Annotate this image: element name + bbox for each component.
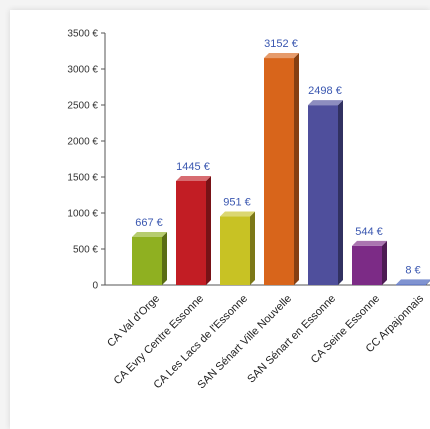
- bar-top: [132, 231, 167, 237]
- y-tick-label: 0: [92, 281, 98, 292]
- bar-front: [396, 284, 426, 286]
- bar-side: [426, 280, 430, 285]
- data-label: 667 €: [135, 217, 163, 229]
- bar-side: [338, 100, 343, 285]
- data-label: 8 €: [405, 264, 420, 276]
- y-tick-label: 1500 €: [67, 173, 98, 184]
- data-label: 3152 €: [264, 38, 298, 50]
- category-label: CA Evry Centre Essonne: [112, 293, 207, 388]
- bar-front: [264, 58, 294, 285]
- y-tick-label: 1000 €: [67, 209, 98, 220]
- data-label: 2498 €: [308, 85, 342, 97]
- bar-top: [352, 240, 387, 246]
- bar-side: [206, 175, 211, 285]
- bar: [176, 175, 211, 285]
- bar: [352, 240, 387, 285]
- bar: [220, 211, 255, 285]
- bar: [308, 100, 343, 285]
- data-label: 951 €: [223, 197, 251, 209]
- bar-side: [382, 240, 387, 285]
- bar-top: [308, 100, 343, 106]
- data-label: 1445 €: [176, 161, 210, 173]
- bar-front: [132, 236, 162, 285]
- bar-top: [220, 211, 255, 217]
- bar: [264, 53, 299, 285]
- bar: [132, 231, 167, 285]
- bar-side: [162, 231, 167, 285]
- bar: [396, 279, 430, 286]
- bar-front: [352, 245, 382, 285]
- y-tick-label: 500 €: [73, 245, 98, 256]
- bar-front: [308, 105, 338, 285]
- y-tick-label: 3500 €: [67, 29, 98, 40]
- bar-side: [294, 53, 299, 285]
- bar-chart: 0 500 € 1000 € 1500 € 2000 € 2500 € 3000 € 3500…: [67, 29, 430, 391]
- category-label: SAN Sénart en Essonne: [245, 293, 338, 386]
- bar-top: [396, 279, 430, 285]
- bar-front: [220, 216, 250, 285]
- data-label: 544 €: [355, 226, 383, 238]
- y-tick-label: 2000 €: [67, 137, 98, 148]
- chart-bars: [132, 53, 430, 286]
- y-tick-label: 3000 €: [67, 65, 98, 76]
- bar-top: [264, 53, 299, 59]
- bar-top: [176, 175, 211, 181]
- bar-front: [176, 180, 206, 285]
- chart-card: 0 500 € 1000 € 1500 € 2000 € 2500 € 3000 € 3500…: [10, 10, 430, 429]
- bar-side: [250, 211, 255, 285]
- y-tick-label: 2500 €: [67, 101, 98, 112]
